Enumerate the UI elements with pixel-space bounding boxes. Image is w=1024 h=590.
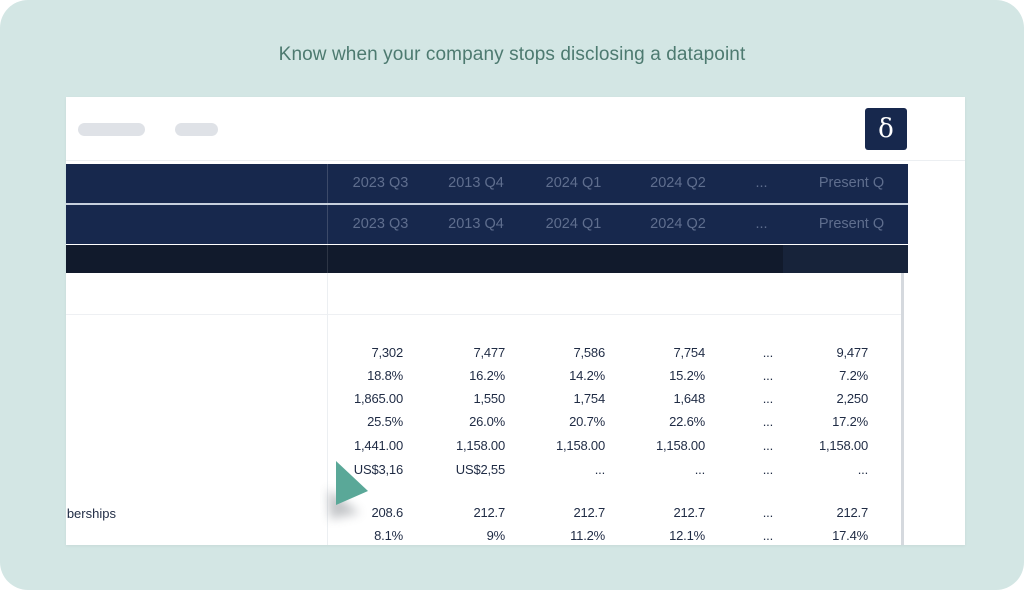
table-cell: 26.0%: [469, 414, 505, 429]
table-cell: 212.7: [473, 505, 505, 520]
table-cell: ...: [762, 414, 773, 429]
table-cell: 18.8%: [367, 368, 403, 383]
column-header-2023-q3[interactable]: 2023 Q3: [352, 216, 409, 232]
table-cell: ...: [762, 391, 773, 406]
table-header-row-3: [66, 245, 908, 273]
table-cell: 16.2%: [469, 368, 505, 383]
table-cell: 1,158.00: [655, 438, 705, 453]
table-header-row-1: 2023 Q3 2013 Q4 2024 Q1 2024 Q2 ... Pres…: [66, 164, 908, 203]
table-cell: 2,250: [836, 391, 868, 406]
column-header-present-q[interactable]: Present Q: [818, 216, 885, 232]
top-bar: δ: [66, 97, 965, 161]
table-cell: 9%: [486, 528, 506, 543]
column-header-2023-q3[interactable]: 2023 Q3: [352, 175, 409, 191]
table-header-row-2: 2023 Q3 2013 Q4 2024 Q1 2024 Q2 ... Pres…: [66, 205, 908, 244]
delta-logo-icon[interactable]: δ: [865, 108, 907, 150]
table-cell: 1,550: [473, 391, 505, 406]
table-cell: 14.2%: [569, 368, 605, 383]
table-cell: ...: [694, 462, 705, 477]
nav-placeholder-1[interactable]: [78, 123, 145, 136]
table-cell: 1,441.00: [353, 438, 403, 453]
column-header-ellipsis: ...: [755, 175, 768, 191]
table-cell: 1,158.00: [818, 438, 868, 453]
table-cell: ...: [594, 462, 605, 477]
table-cell: 1,648: [673, 391, 705, 406]
table-cell: US$3,16: [353, 462, 403, 477]
table-cell: US$2,55: [455, 462, 505, 477]
table-cell: 7,477: [473, 345, 505, 360]
table-cell: 12.1%: [669, 528, 705, 543]
table-cell: ...: [762, 345, 773, 360]
table-cell: 20.7%: [569, 414, 605, 429]
column-header-2013-q4[interactable]: 2013 Q4: [448, 175, 504, 191]
column-header-2013-q4[interactable]: 2013 Q4: [448, 216, 504, 232]
row-label-memberships: mberships: [66, 506, 116, 521]
column-header-2024-q2[interactable]: 2024 Q2: [650, 216, 706, 232]
table-cell: 212.7: [573, 505, 605, 520]
table-cell: 9,477: [836, 345, 868, 360]
header-divider: [327, 245, 328, 273]
table-cell: 208.6: [371, 505, 403, 520]
header-divider: [327, 205, 328, 244]
column-header-present-q[interactable]: Present Q: [818, 175, 885, 191]
table-cell: ...: [857, 462, 868, 477]
column-header-2024-q1[interactable]: 2024 Q1: [545, 216, 602, 232]
table-cell: 7,754: [673, 345, 705, 360]
table-cell: 15.2%: [669, 368, 705, 383]
section-divider: [66, 314, 901, 315]
table-cell: ...: [762, 462, 773, 477]
table-cell: 1,158.00: [555, 438, 605, 453]
table-cell: 7,586: [573, 345, 605, 360]
table-cell: 17.2%: [832, 414, 868, 429]
table-cell: 17.4%: [832, 528, 868, 543]
app-window: δ 2023 Q3 2013 Q4 2024 Q1 2024 Q2 ... Pr…: [66, 97, 965, 545]
table-cell: 11.2%: [570, 528, 605, 543]
table-right-border: [901, 273, 904, 545]
table-cell: 25.5%: [367, 414, 403, 429]
table-cell: 212.7: [673, 505, 705, 520]
table-cell: ...: [762, 505, 773, 520]
header-separator: [66, 203, 908, 205]
pointer-arrow-icon: [328, 461, 368, 519]
present-column-tint: [783, 245, 908, 273]
table-cell: 7.2%: [839, 368, 868, 383]
table-cell: 8.1%: [374, 528, 403, 543]
column-header-2024-q1[interactable]: 2024 Q1: [545, 175, 602, 191]
table-cell: 1,754: [573, 391, 605, 406]
table-cell: 212.7: [836, 505, 868, 520]
headline: Know when your company stops disclosing …: [278, 44, 746, 65]
table-cell: ...: [762, 528, 773, 543]
table-cell: 1,865.00: [353, 391, 403, 406]
nav-placeholder-2[interactable]: [175, 123, 218, 136]
table-cell: 7,302: [371, 345, 403, 360]
table-cell: ...: [762, 368, 773, 383]
header-divider: [327, 164, 328, 203]
column-header-2024-q2[interactable]: 2024 Q2: [650, 175, 706, 191]
table-cell: 22.6%: [669, 414, 705, 429]
table-cell: 1,158.00: [455, 438, 505, 453]
column-header-ellipsis: ...: [755, 216, 768, 232]
table-cell: ...: [762, 438, 773, 453]
label-column-divider: [327, 273, 328, 545]
